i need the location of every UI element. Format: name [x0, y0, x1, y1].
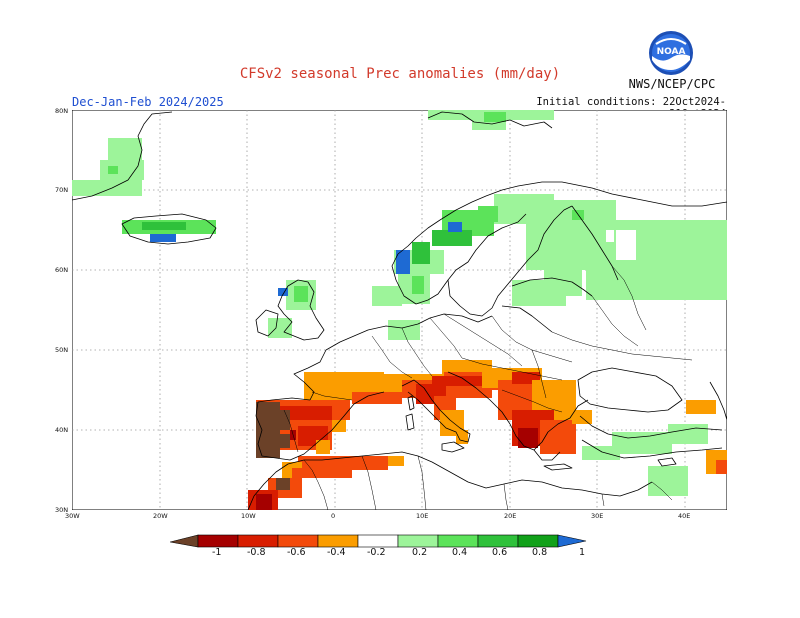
season-label: Dec-Jan-Feb 2024/2025 [72, 95, 224, 109]
legend-tick-0.2: 0.2 [412, 547, 428, 558]
legend-tick-0.8: 0.8 [532, 547, 548, 558]
lon-label-40e: 40E [678, 512, 691, 520]
lat-label-30n: 30N [55, 506, 69, 514]
lon-label-20w: 20W [153, 512, 168, 520]
lon-label-30w: 30W [65, 512, 80, 520]
country-borders [283, 265, 693, 511]
lat-label-40n: 40N [55, 426, 69, 434]
chart-title: CFSv2 seasonal Prec anomalies (mm/day) [239, 66, 561, 82]
legend-tick-1: 1 [579, 547, 586, 558]
legend-tick-neg1: -1 [212, 547, 222, 558]
legend-tick-neg0.2: -0.2 [367, 547, 386, 558]
legend-tick-neg0.6: -0.6 [287, 547, 306, 558]
lon-label-20e: 20E [504, 512, 517, 520]
lon-label-30e: 30E [591, 512, 604, 520]
color-scale-legend [169, 532, 630, 556]
lat-label-50n: 50N [55, 346, 69, 354]
lat-label-80n: 80N [55, 107, 69, 115]
legend-tick-0.4: 0.4 [452, 547, 468, 558]
lat-label-60n: 60N [55, 266, 69, 274]
dry-anomaly-cells [248, 360, 727, 510]
lat-label-70n: 70N [55, 186, 69, 194]
legend-tick-neg0.4: -0.4 [327, 547, 346, 558]
logo-text: NOAA [657, 47, 686, 57]
coastlines [71, 111, 728, 511]
legend-tick-neg0.8: -0.8 [247, 547, 266, 558]
lon-label-10e: 10E [416, 512, 429, 520]
lon-label-0: 0 [331, 512, 336, 520]
precipitation-anomaly-map [71, 109, 728, 514]
agency-label: NWS/NCEP/CPC [628, 77, 716, 91]
legend-tick-0.6: 0.6 [492, 547, 508, 558]
lon-label-10w: 10W [241, 512, 256, 520]
noaa-logo-icon: NOAA [649, 31, 693, 75]
